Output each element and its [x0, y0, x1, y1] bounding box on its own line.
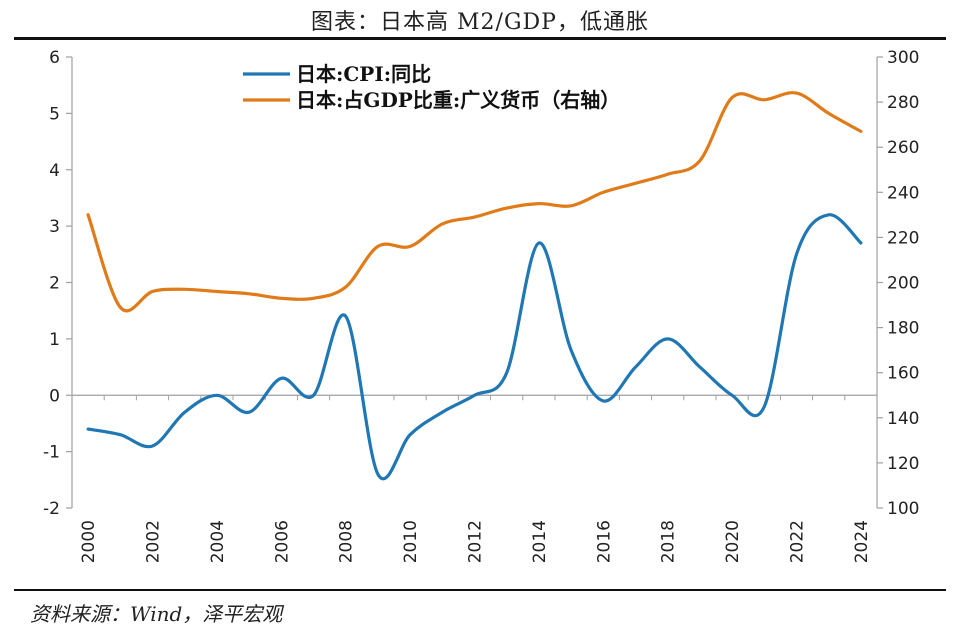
right-tick-label: 240 — [887, 183, 919, 203]
x-tick-label: 2006 — [272, 520, 292, 563]
x-tick-label: 2020 — [723, 520, 743, 563]
source-note: 资料来源：Wind，泽平宏观 — [30, 602, 283, 626]
chart-axes: -2 -1 0 1 2 3 4 5 6 100 120 140 160 180 200 220 240 260 28… — [43, 48, 919, 563]
legend-label: 日本:CPI:同比 — [296, 62, 431, 86]
right-tick-label: 300 — [887, 48, 919, 68]
left-tick-label: 0 — [49, 386, 60, 406]
left-tick-label: -1 — [43, 443, 60, 463]
right-tick-label: 120 — [887, 454, 919, 474]
x-tick-label: 2010 — [401, 520, 421, 563]
left-tick-label: 4 — [49, 161, 60, 181]
right-tick-label: 100 — [887, 499, 919, 519]
right-tick-label: 180 — [887, 319, 919, 339]
right-tick-label: 200 — [887, 274, 919, 294]
cpi-series-line — [86, 213, 863, 481]
page-title: 图表：日本高 M2/GDP，低通胀 — [311, 10, 649, 35]
left-tick-label: 1 — [49, 330, 60, 350]
x-tick-label: 2018 — [659, 520, 679, 563]
x-tick-label: 2016 — [594, 520, 614, 563]
x-tick-label: 2002 — [144, 520, 164, 563]
chart-series — [86, 91, 863, 481]
left-tick-label: -2 — [43, 499, 60, 519]
title-rule — [14, 37, 946, 40]
m2-gdp-series-line — [86, 91, 863, 313]
x-tick-label: 2000 — [79, 520, 99, 563]
right-tick-label: 140 — [887, 409, 919, 429]
x-tick-label: 2012 — [466, 520, 486, 563]
left-tick-label: 3 — [49, 217, 60, 237]
x-tick-label: 2014 — [530, 520, 550, 563]
x-tick-label: 2008 — [337, 520, 357, 563]
x-tick-label: 2024 — [852, 520, 872, 563]
source-rule — [14, 589, 946, 591]
right-tick-label: 160 — [887, 364, 919, 384]
legend-label: 日本:占GDP比重:广义货币（右轴） — [296, 88, 620, 112]
right-tick-label: 260 — [887, 138, 919, 158]
left-tick-label: 5 — [49, 104, 60, 124]
right-tick-label: 220 — [887, 228, 919, 248]
x-tick-label: 2022 — [788, 520, 808, 563]
left-tick-label: 6 — [49, 48, 60, 68]
left-tick-label: 2 — [49, 274, 60, 294]
x-tick-label: 2004 — [208, 520, 228, 563]
right-tick-label: 280 — [887, 93, 919, 113]
